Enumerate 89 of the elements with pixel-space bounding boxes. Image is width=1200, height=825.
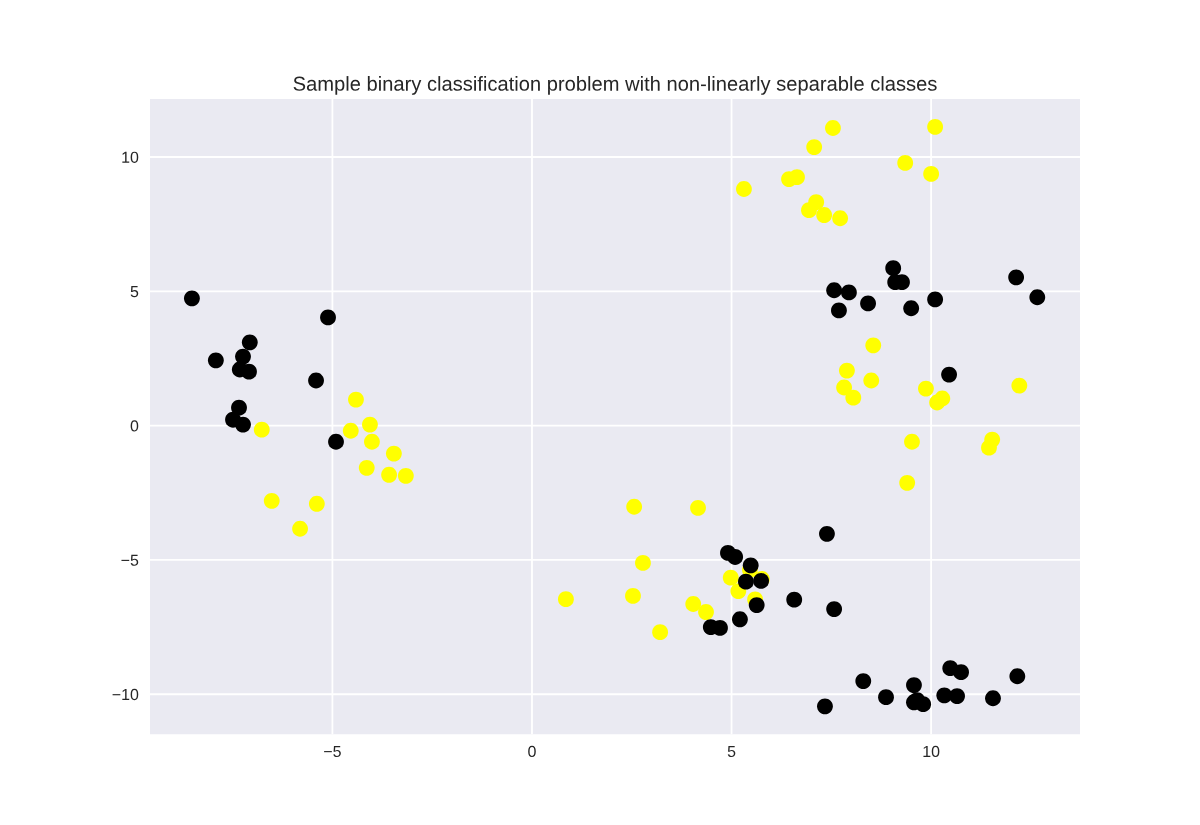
point: [819, 525, 835, 542]
point: [831, 302, 847, 319]
chart-title: Sample binary classification problem with non-linearly separable classes: [293, 76, 937, 95]
x-tick-label: 5: [727, 745, 736, 758]
point: [736, 181, 752, 197]
point: [358, 459, 375, 476]
point: [385, 445, 402, 462]
x-tick-label: −5: [324, 745, 341, 758]
point: [801, 202, 817, 219]
y-tick-label: −5: [121, 554, 139, 566]
point: [789, 169, 805, 186]
y-tick-label: 10: [122, 151, 139, 163]
point: [207, 352, 224, 369]
point: [308, 495, 325, 512]
point: [927, 119, 944, 135]
point: [915, 696, 932, 713]
y-tick-label: 0: [130, 420, 139, 432]
point: [826, 601, 843, 617]
point: [836, 379, 853, 396]
point: [685, 596, 702, 612]
point: [362, 416, 378, 433]
point: [690, 499, 706, 516]
point: [183, 290, 200, 307]
point: [923, 166, 940, 182]
point: [825, 120, 841, 136]
point: [838, 362, 855, 379]
point: [885, 260, 902, 277]
point: [878, 689, 894, 706]
point: [863, 372, 880, 389]
point: [985, 690, 1001, 707]
point: [941, 366, 957, 383]
point: [698, 604, 714, 620]
point: [832, 210, 849, 227]
point: [342, 422, 359, 439]
point: [292, 520, 308, 537]
point: [231, 399, 247, 416]
point: [364, 433, 380, 450]
point: [840, 284, 857, 301]
point: [722, 569, 739, 586]
x-tick-label: 10: [923, 745, 940, 758]
point: [1011, 377, 1028, 394]
point: [381, 466, 397, 483]
point: [738, 573, 754, 590]
point: [845, 389, 862, 406]
point: [742, 557, 759, 574]
point: [934, 390, 951, 407]
y-tick-label: 5: [130, 286, 139, 298]
point: [263, 492, 280, 509]
point: [949, 688, 965, 705]
point: [826, 282, 843, 299]
point: [855, 673, 872, 689]
point: [860, 295, 876, 312]
point: [806, 139, 823, 155]
point: [903, 300, 920, 317]
point: [235, 416, 251, 433]
point: [1029, 289, 1046, 306]
point: [308, 372, 324, 389]
point: [241, 334, 258, 351]
point: [652, 624, 669, 641]
point: [241, 363, 257, 380]
x-tick-label: 0: [528, 745, 536, 758]
y-tick-label: −10: [112, 688, 139, 701]
point: [904, 433, 920, 450]
point: [727, 549, 744, 565]
point: [816, 207, 833, 223]
point: [953, 664, 969, 681]
point: [635, 554, 651, 571]
point: [626, 498, 643, 515]
point: [320, 309, 336, 326]
point: [981, 439, 997, 456]
point: [732, 611, 748, 628]
point: [328, 433, 344, 450]
point: [1008, 269, 1025, 286]
point: [899, 474, 916, 491]
point: [897, 155, 914, 171]
point: [748, 597, 765, 613]
point: [1009, 668, 1026, 685]
point: [786, 591, 803, 608]
point: [625, 588, 641, 604]
point: [397, 467, 414, 484]
point: [918, 380, 934, 397]
point: [865, 337, 882, 354]
point: [348, 391, 364, 408]
point: [927, 291, 944, 308]
point: [817, 698, 833, 715]
point: [557, 591, 574, 608]
point: [235, 348, 251, 365]
point: [906, 677, 922, 694]
point: [253, 421, 270, 438]
